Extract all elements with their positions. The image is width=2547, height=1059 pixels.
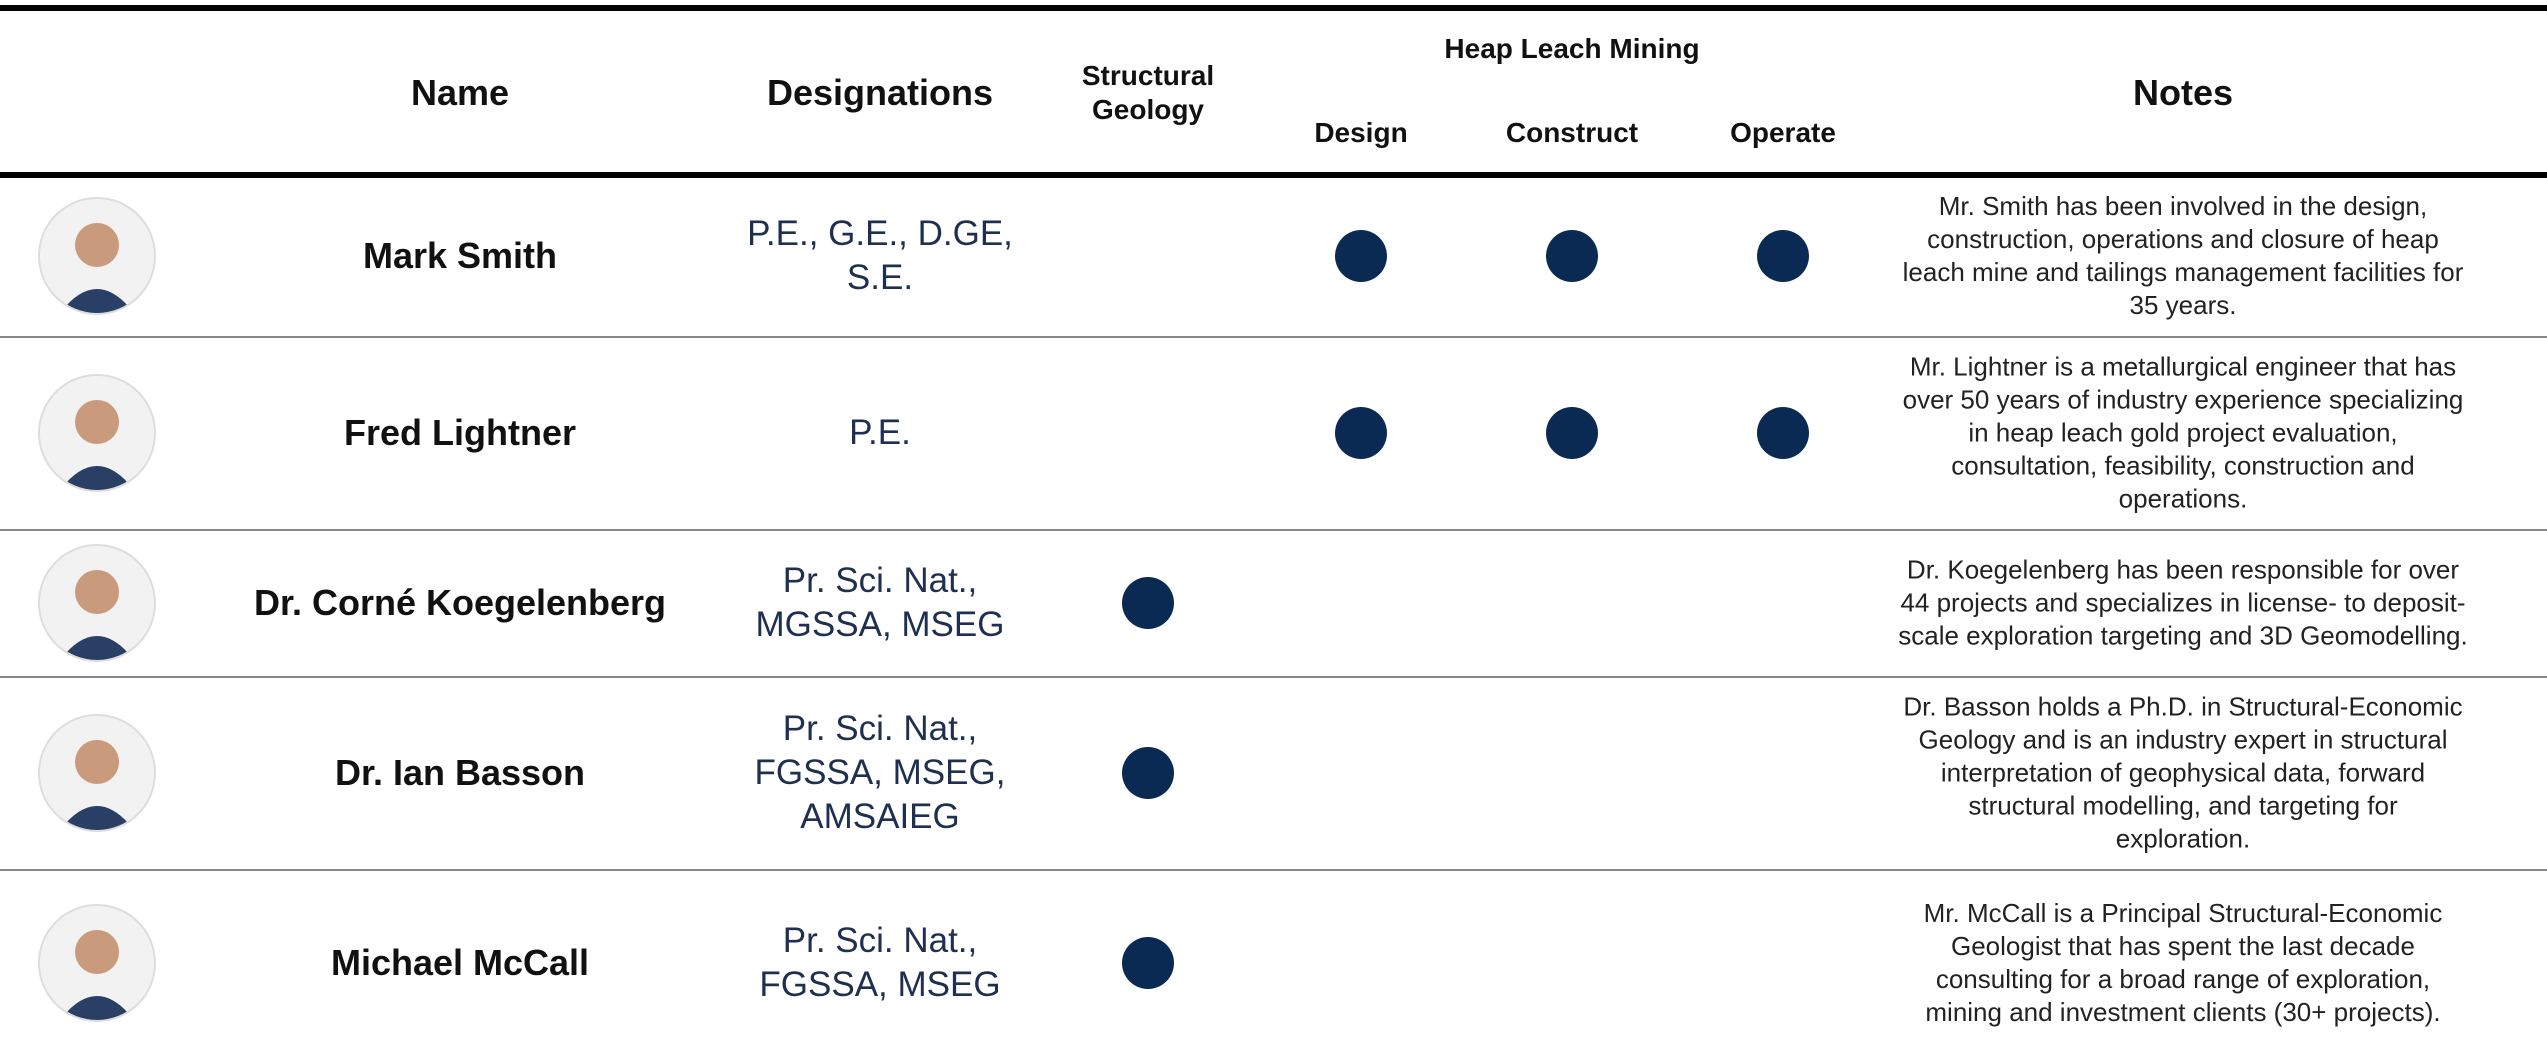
photo (38, 543, 156, 662)
person-name: Michael McCall (330, 941, 590, 983)
avatar (40, 375, 154, 490)
notes: Mr. Lightner is a metallurgical engineer… (1902, 351, 2464, 513)
competency-dot (1122, 576, 1174, 629)
designations: P.E. (849, 412, 911, 452)
avatar (40, 715, 154, 830)
notes: Dr. Koegelenberg has been responsible fo… (1898, 554, 2468, 650)
photo (38, 713, 156, 832)
notes: Dr. Basson holds a Ph.D. in Structural-E… (1903, 691, 2463, 853)
notes: Mr. Smith has been involved in the desig… (1902, 190, 2464, 320)
competency-dot (1335, 406, 1387, 459)
header-construct: Construct (1505, 117, 1639, 148)
row-separator (0, 676, 2547, 678)
header-notes: Notes (2132, 72, 2234, 113)
designations: Pr. Sci. Nat., MGSSA, MSEG (755, 560, 1005, 644)
competency-dot (1122, 936, 1174, 989)
header-operate: Operate (1730, 117, 1836, 148)
person-name: Fred Lightner (344, 411, 576, 453)
designations: P.E., G.E., D.GE, S.E. (747, 213, 1013, 297)
competency-dot (1122, 746, 1174, 799)
competency-dot (1757, 229, 1809, 282)
top-rule (0, 5, 2547, 11)
competency-dot (1546, 229, 1598, 282)
header-structural-geology: Structural Geology (1081, 60, 1215, 125)
row-separator (0, 336, 2547, 338)
avatar (40, 905, 154, 1020)
photo (38, 196, 156, 315)
competency-dot (1335, 229, 1387, 282)
row-separator (0, 529, 2547, 531)
header-name: Name (410, 72, 510, 113)
designations: Pr. Sci. Nat., FGSSA, MSEG, AMSAIEG (754, 708, 1006, 836)
designations: Pr. Sci. Nat., FGSSA, MSEG (759, 920, 1001, 1004)
notes: Mr. McCall is a Principal Structural-Eco… (1923, 897, 2443, 1027)
person-name: Dr. Ian Basson (334, 751, 586, 793)
avatar (40, 198, 154, 313)
header-designations: Designations (766, 72, 994, 113)
header-rule (0, 172, 2547, 178)
avatar (40, 545, 154, 660)
competency-dot (1757, 406, 1809, 459)
row-separator (0, 869, 2547, 871)
person-name: Dr. Corné Koegelenberg (253, 581, 667, 623)
photo (38, 903, 156, 1022)
header-design: Design (1314, 117, 1408, 148)
person-name: Mark Smith (362, 234, 558, 276)
header-heap-leach-mining: Heap Leach Mining (1444, 33, 1700, 64)
competency-dot (1546, 406, 1598, 459)
photo (38, 373, 156, 492)
